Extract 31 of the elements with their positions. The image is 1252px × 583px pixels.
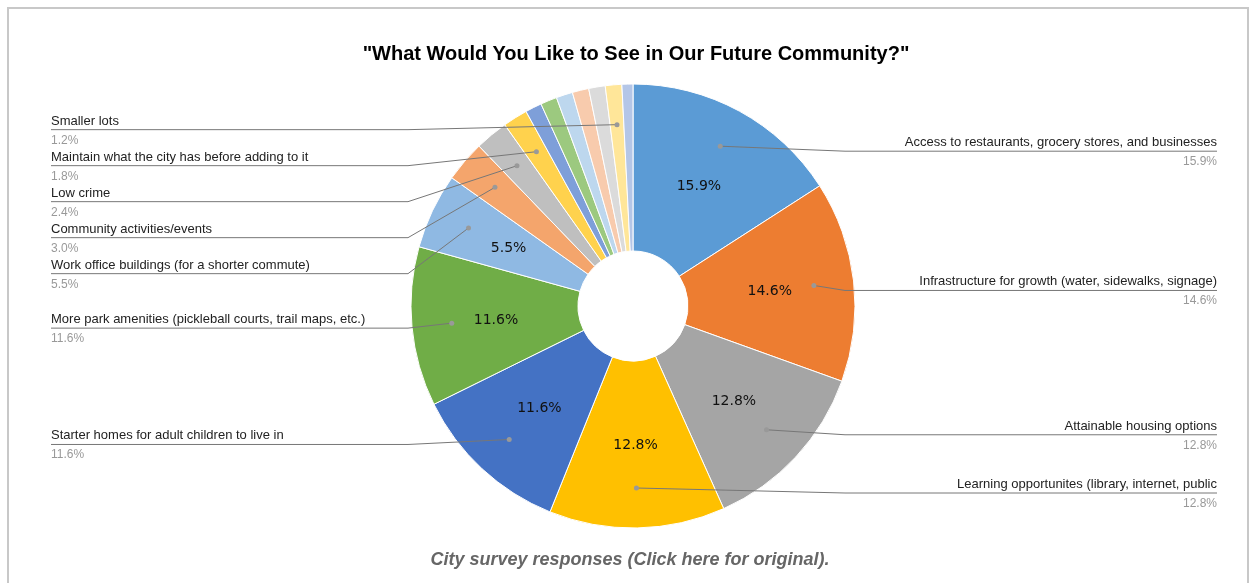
data-label: 5.5% xyxy=(490,239,527,255)
text: 14.6% xyxy=(1182,293,1217,308)
text: 11.6% xyxy=(51,447,85,462)
data-label: 2.4% xyxy=(51,204,79,219)
text: 5.5% xyxy=(51,276,79,291)
data-label: 3.0% xyxy=(51,240,79,255)
chart-title: "What Would You Like to See in Our Future Community?" xyxy=(362,42,910,64)
slice-label: Starter homes for adult children to live in xyxy=(51,427,284,443)
text: 15.9% xyxy=(1182,154,1217,169)
data-label: 12.8% xyxy=(613,435,658,452)
slice-label: Access to restaurants, grocery stores, and businesses xyxy=(904,134,1218,150)
data-label: 15.9% xyxy=(676,177,722,194)
slice-label: Community activities/events xyxy=(51,220,213,236)
slice-label: Attainable housing options xyxy=(1064,417,1218,433)
slice-label: Maintain what the city has before adding to it xyxy=(51,148,309,164)
data-label: 11.6% xyxy=(473,310,519,327)
text: 12.8% xyxy=(1182,437,1217,452)
slice-label: Smaller lots xyxy=(51,112,120,128)
slice-label: Low crime xyxy=(51,184,111,200)
slice-label: Infrastructure for growth (water, sidewalks, signage) xyxy=(919,273,1217,289)
data-label: 14.6% xyxy=(747,282,792,299)
slice-label: More park amenities (pickleball courts, trail maps, etc.) xyxy=(51,311,366,327)
text: 11.6% xyxy=(51,331,85,346)
data-label: 12.8% xyxy=(711,391,757,408)
text: City survey responses (Click here for original). xyxy=(430,549,830,569)
slice-label: Work office buildings (for a shorter commute) xyxy=(51,256,310,272)
data-label: 1.8% xyxy=(51,168,79,183)
data-label: 11.6% xyxy=(517,398,562,415)
text: 12.8% xyxy=(1182,496,1217,511)
data-label: 1.2% xyxy=(51,132,79,147)
slice-label: Learning opportunites (library, internet, public xyxy=(957,476,1218,492)
